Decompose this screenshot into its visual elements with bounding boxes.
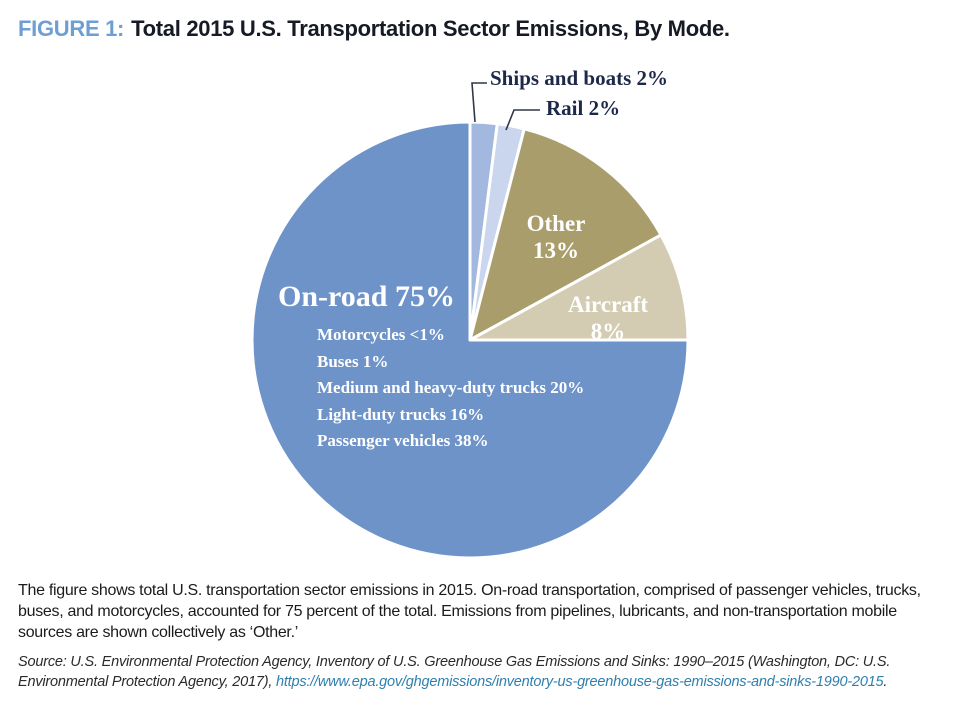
- rail-label: Rail 2%: [546, 96, 621, 120]
- breakdown-item-motorcycles: Motorcycles <1%: [317, 325, 445, 344]
- rail-leader-line: [505, 109, 540, 131]
- source-link[interactable]: https://www.epa.gov/ghgemissions/invento…: [275, 673, 884, 690]
- pie-slices-group: [250, 120, 690, 560]
- on-road-slice-label: On-road 75%: [278, 280, 455, 313]
- on-road-breakdown-list: Motorcycles <1% Buses 1% Medium and heav…: [317, 322, 584, 455]
- other-slice-label-value: 13%: [532, 238, 579, 263]
- other-slice-label: Other 13%: [527, 210, 586, 264]
- source-text: Source: U.S. Environmental Protection Ag…: [18, 654, 891, 690]
- breakdown-item-passenger-vehicles: Passenger vehicles 38%: [317, 431, 489, 450]
- figure-number-label: FIGURE 1:: [18, 16, 125, 41]
- aircraft-slice-label-value: 8%: [590, 319, 626, 344]
- aircraft-slice-label-name: Aircraft: [567, 291, 649, 317]
- pie-slice-other: [468, 127, 663, 342]
- aircraft-slice-label: Aircraft 8%: [568, 291, 648, 345]
- breakdown-item-medium-heavy-trucks: Medium and heavy-duty trucks 20%: [317, 378, 585, 397]
- other-slice-label-name: Other: [526, 210, 586, 236]
- ships-and-boats-label: Ships and boats 2%: [490, 66, 668, 90]
- source-suffix: .: [883, 673, 888, 690]
- figure-title: FIGURE 1: Total 2015 U.S. Transportation …: [18, 16, 730, 42]
- source-citation: Source: U.S. Environmental Protection Ag…: [18, 653, 940, 692]
- figure-title-text: Total 2015 U.S. Transportation Sector Em…: [131, 16, 730, 41]
- pie-slice-on-road: [250, 120, 690, 560]
- figure-caption: The figure shows total U.S. transportati…: [18, 582, 921, 641]
- breakdown-item-buses: Buses 1%: [317, 351, 389, 371]
- pie-chart: [250, 82, 690, 560]
- ships-leader-line: [471, 82, 487, 123]
- pie-slice-aircraft: [468, 233, 690, 342]
- pie-chart-area: Ships and boats 2% Rail 2% Other 13% Air…: [0, 50, 962, 570]
- breakdown-item-light-duty-trucks: Light-duty trucks 16%: [317, 404, 485, 424]
